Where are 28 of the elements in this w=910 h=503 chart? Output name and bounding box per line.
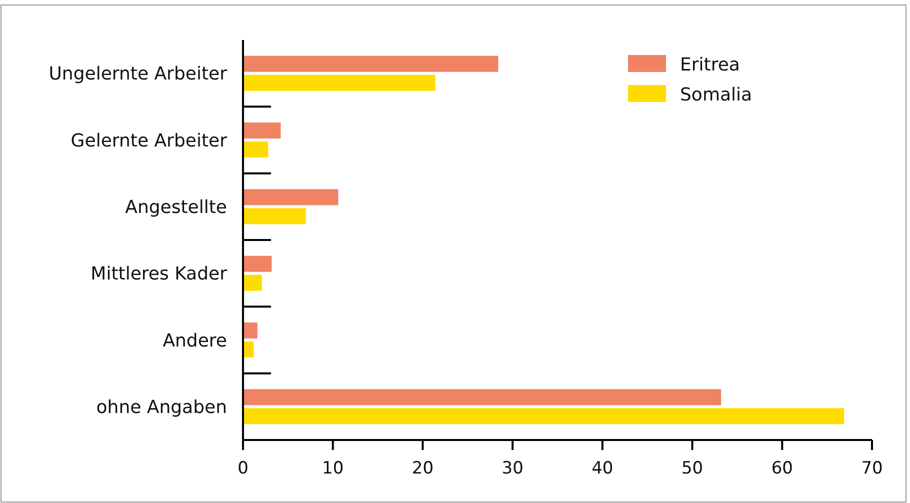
bar	[243, 56, 498, 72]
bar	[243, 142, 268, 158]
x-tick-label: 30	[502, 458, 524, 478]
x-tick-label: 0	[238, 458, 248, 478]
x-tick-label: 10	[322, 458, 344, 478]
y-tick-label: Ungelernte Arbeiter	[48, 64, 228, 85]
y-tick-label: Andere	[162, 330, 227, 352]
bar	[243, 208, 306, 224]
x-tick-label: 50	[681, 458, 704, 478]
x-tick-label: 20	[412, 458, 434, 478]
y-tick-label: Gelernte Arbeiter	[70, 130, 228, 152]
bar	[243, 389, 722, 406]
bar	[243, 256, 272, 272]
bar	[243, 189, 338, 206]
bar	[243, 74, 436, 91]
legend-label: Somalia	[680, 84, 752, 106]
y-tick-label: Angestellte	[125, 196, 227, 218]
bar	[243, 274, 262, 291]
x-tick-label: 40	[592, 458, 614, 478]
bar	[243, 408, 844, 424]
x-tick-label: 70	[861, 458, 883, 478]
x-tick-label: 60	[771, 458, 793, 478]
bar	[243, 122, 281, 138]
bar	[243, 322, 258, 338]
legend-label: Eritrea	[680, 54, 740, 76]
y-tick-label: Mittleres Kader	[90, 264, 228, 285]
bar	[243, 342, 254, 358]
y-tick-label: ohne Angaben	[96, 396, 227, 418]
